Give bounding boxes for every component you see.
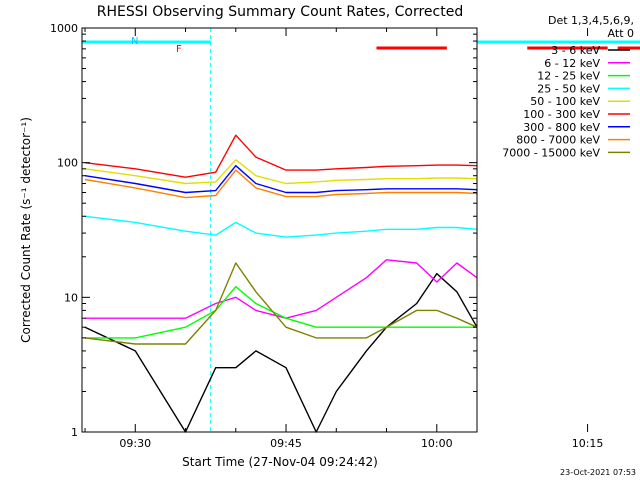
chart-title: RHESSI Observing Summary Count Rates, Co… [97, 4, 463, 20]
y-tick-label-2: 100 [57, 157, 78, 170]
series-line-7 [84, 169, 478, 199]
series-line-3 [84, 215, 478, 238]
legend-label-2: 12 - 25 keV [537, 70, 600, 83]
y-axis: 1 10 100 1000 [50, 22, 477, 439]
legend-label-6: 300 - 800 keV [523, 121, 600, 134]
timestamp: 23-Oct-2021 07:53 [560, 468, 636, 477]
flag-label: F [176, 44, 182, 55]
night-label: N [131, 36, 138, 47]
y-axis-label: Corrected Count Rate (s⁻¹ detector⁻¹) [19, 117, 33, 343]
legend-label-0: 3 - 6 keV [551, 44, 600, 57]
legend-header-line-1: Det 1,3,4,5,6,9, [548, 14, 634, 27]
series-lines [84, 134, 478, 433]
series-line-4 [84, 159, 478, 185]
x-axis-label: Start Time (27-Nov-04 09:24:42) [182, 455, 378, 469]
y-tick-label-0: 1 [71, 426, 78, 439]
legend-header-line-2: Att 0 [608, 27, 634, 40]
series-line-6 [84, 164, 478, 194]
series-line-5 [84, 134, 478, 178]
y-tick-label-3: 1000 [50, 22, 78, 35]
x-tick-label-3: 10:15 [572, 437, 604, 450]
series-line-1 [85, 259, 478, 319]
legend-label-5: 100 - 300 keV [523, 108, 600, 121]
x-tick-label-2: 10:00 [421, 437, 453, 450]
series-line-8 [84, 262, 478, 345]
legend-label-7: 800 - 7000 keV [516, 134, 600, 147]
legend-label-3: 25 - 50 keV [537, 82, 600, 95]
x-tick-label-1: 09:45 [270, 437, 302, 450]
plot-frame [81, 27, 478, 433]
legend-label-4: 50 - 100 keV [530, 95, 600, 108]
y-tick-label-1: 10 [64, 291, 78, 304]
legend-label-1: 6 - 12 keV [544, 57, 600, 70]
legend-label-8: 7000 - 15000 keV [502, 146, 600, 159]
series-line-2 [85, 286, 477, 339]
x-tick-label-0: 09:30 [119, 437, 151, 450]
